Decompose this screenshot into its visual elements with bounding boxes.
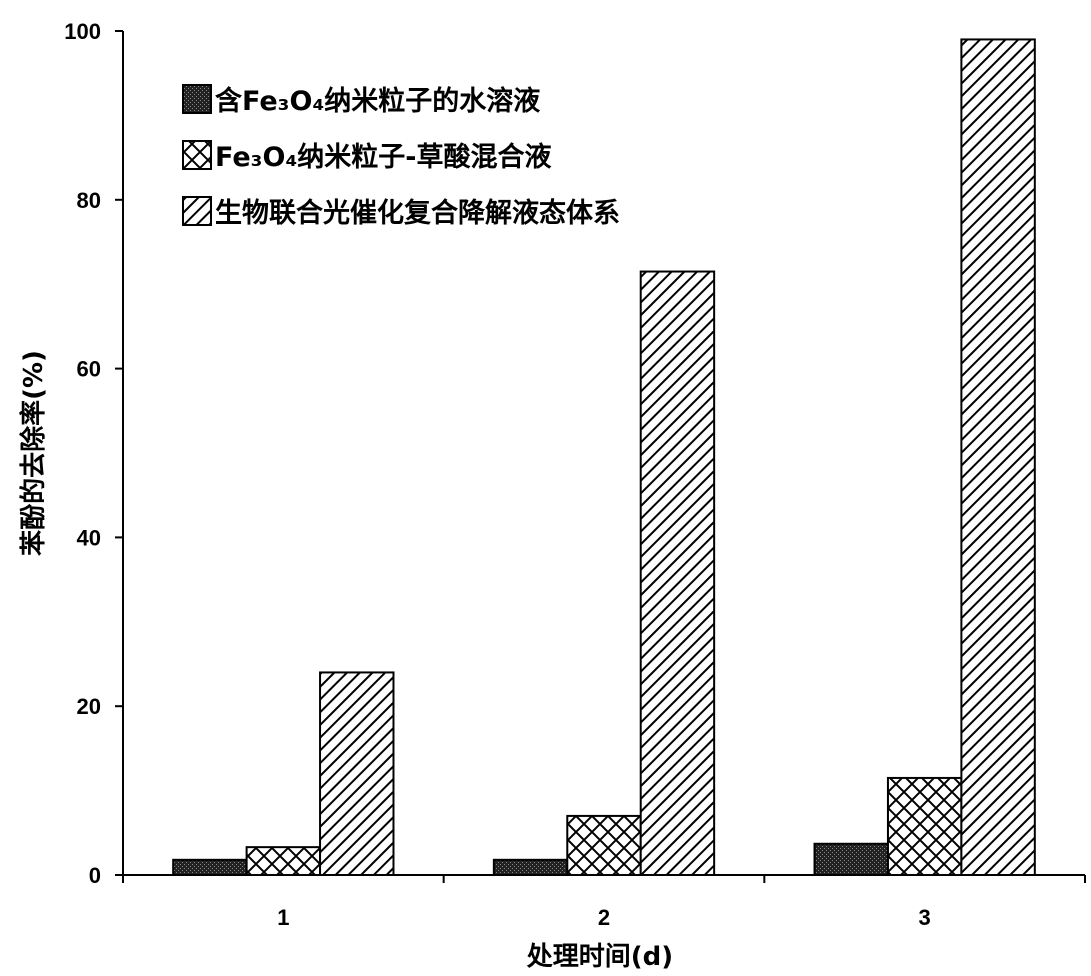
legend-label: Fe₃O₄纳米粒子-草酸混合液 xyxy=(215,141,551,173)
y-axis-ticks: 0 20 40 60 80 100 xyxy=(64,19,123,888)
bar-series-2-category-3 xyxy=(886,776,963,876)
y-tick-label: 40 xyxy=(77,525,101,550)
x-axis-ticks: 1 2 3 xyxy=(122,875,1086,930)
bar-series-1-category-2 xyxy=(492,858,569,876)
x-tick-label: 1 xyxy=(277,905,289,930)
y-tick-label: 0 xyxy=(89,863,101,888)
legend-label: 含Fe₃O₄纳米粒子的水溶液 xyxy=(215,85,540,117)
bar-series-3-category-1 xyxy=(319,671,395,876)
bar-series-1-category-3 xyxy=(813,842,889,876)
y-tick-label: 80 xyxy=(77,188,101,213)
y-axis-title: 苯酚的去除率(%) xyxy=(18,350,49,557)
bar-series-2-category-1 xyxy=(245,846,322,877)
legend-swatch xyxy=(182,140,212,170)
legend: 含Fe₃O₄纳米粒子的水溶液 Fe₃O₄纳米粒子-草酸混合液生物联合光催化复合降解… xyxy=(182,84,620,229)
bar-series-3-category-3 xyxy=(960,38,1036,876)
legend-swatch xyxy=(182,84,212,114)
y-tick-label: 60 xyxy=(77,357,101,382)
bar-series-1-category-1 xyxy=(172,858,248,876)
x-axis-title: 处理时间(d) xyxy=(526,942,673,972)
y-tick-label: 20 xyxy=(77,694,101,719)
bar-series-3-category-2 xyxy=(639,270,716,877)
bar-series-2-category-2 xyxy=(566,814,642,876)
x-tick-label: 2 xyxy=(598,905,610,930)
legend-swatch xyxy=(182,196,212,226)
y-tick-label: 100 xyxy=(64,19,101,44)
x-tick-label: 3 xyxy=(919,905,931,930)
bar-series-group xyxy=(172,38,1036,877)
legend-label: 生物联合光催化复合降解液态体系 xyxy=(215,197,620,229)
